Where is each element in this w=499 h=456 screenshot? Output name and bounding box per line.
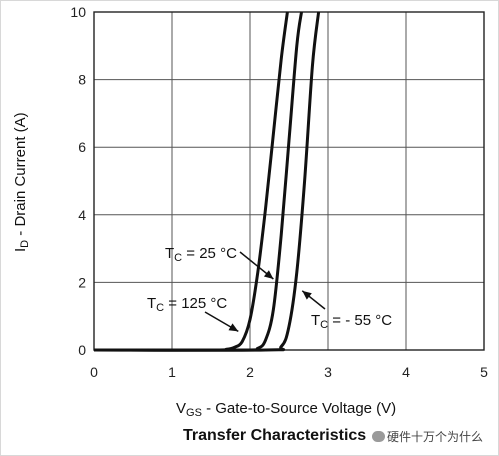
y-tick-label: 8: [78, 72, 86, 88]
y-tick-label: 0: [78, 342, 86, 358]
x-tick-label: 0: [90, 364, 98, 380]
plot-area-border: [93, 11, 485, 351]
y-axis-label-sub: D: [19, 240, 31, 248]
x-tick-label: 2: [246, 364, 254, 380]
arrow-125c-head: [228, 323, 239, 332]
watermark-text: 硬件十万个为什么: [387, 430, 484, 444]
curve-tc-minus55c: [93, 11, 321, 352]
y-axis-label: ID - Drain Current (A): [12, 112, 31, 252]
x-axis-label: VGS - Gate-to-Source Voltage (V): [176, 400, 396, 419]
annotations: [204, 251, 326, 333]
x-tick-label: 5: [480, 364, 488, 380]
y-tick-label: 10: [70, 4, 86, 20]
wechat-icon: [372, 431, 385, 442]
x-tick-label: 1: [168, 364, 176, 380]
series-label-25c: TC = 25 °C: [165, 245, 237, 264]
series-group: [93, 11, 321, 352]
axes: 0 1 2 3 4 5 0 2 4 6 8 10: [70, 4, 488, 380]
watermark: 硬件十万个为什么: [372, 428, 483, 445]
x-axis-label-rest: - Gate-to-Source Voltage (V): [202, 400, 396, 417]
arrow-25c-head: [263, 270, 274, 279]
chart-title: Transfer Characteristics: [183, 427, 367, 444]
arrow-minus55c-head: [302, 290, 312, 300]
x-axis-label-sub: GS: [186, 407, 202, 419]
y-axis-label-rest: - Drain Current (A): [12, 112, 29, 240]
x-tick-label: 4: [402, 364, 410, 380]
x-axis-label-main: V: [176, 400, 186, 417]
series-label-minus55c: TC = - 55 °C: [311, 312, 392, 331]
y-tick-label: 4: [78, 207, 86, 223]
y-tick-label: 2: [78, 274, 86, 290]
y-tick-label: 6: [78, 139, 86, 155]
series-label-125c: TC = 125 °C: [147, 295, 227, 314]
y-axis-label-main: I: [12, 248, 29, 252]
x-tick-label: 3: [324, 364, 332, 380]
